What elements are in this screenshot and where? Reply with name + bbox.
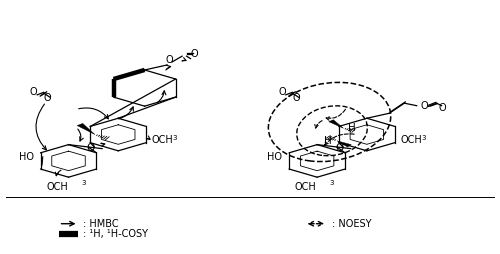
Polygon shape bbox=[329, 120, 344, 128]
Text: OCH: OCH bbox=[400, 135, 422, 145]
Text: 3: 3 bbox=[330, 180, 334, 186]
Text: H: H bbox=[348, 123, 356, 133]
Text: O: O bbox=[166, 55, 173, 65]
Text: : NOESY: : NOESY bbox=[332, 219, 372, 229]
Text: O: O bbox=[420, 101, 428, 112]
Text: O: O bbox=[336, 143, 344, 153]
Text: 3: 3 bbox=[173, 135, 178, 141]
Text: OCH: OCH bbox=[152, 135, 174, 145]
Text: OCH: OCH bbox=[295, 182, 316, 192]
Text: O: O bbox=[278, 87, 286, 97]
Polygon shape bbox=[337, 141, 351, 147]
Text: HO: HO bbox=[19, 152, 34, 162]
Text: : ¹H, ¹H-COSY: : ¹H, ¹H-COSY bbox=[84, 229, 148, 239]
Text: OCH: OCH bbox=[46, 182, 68, 192]
Text: HO: HO bbox=[268, 152, 282, 162]
Text: O: O bbox=[30, 87, 37, 97]
Text: O: O bbox=[292, 93, 300, 103]
Text: O: O bbox=[438, 103, 446, 113]
Text: : HMBC: : HMBC bbox=[84, 219, 119, 229]
Text: O: O bbox=[87, 143, 95, 153]
Text: O: O bbox=[44, 93, 51, 103]
Text: 3: 3 bbox=[422, 135, 426, 141]
Text: 3: 3 bbox=[81, 180, 86, 186]
Polygon shape bbox=[77, 123, 95, 135]
Text: H: H bbox=[324, 136, 332, 146]
Text: O: O bbox=[190, 49, 198, 59]
